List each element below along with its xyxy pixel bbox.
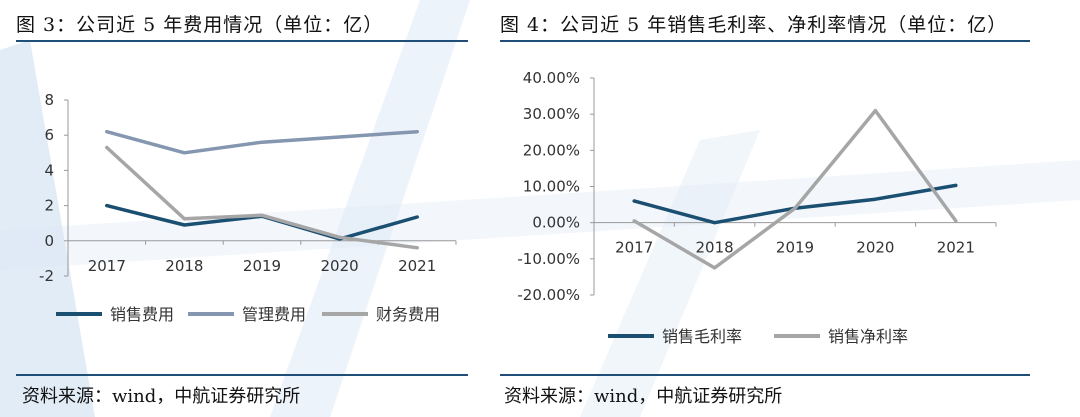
- data-point-2-2017: [105, 130, 109, 134]
- x-tick-label: 2017: [88, 257, 126, 275]
- x-tick-label: 2020: [321, 257, 359, 275]
- y-tick-label: 2: [44, 197, 54, 215]
- data-point-2-2021: [415, 130, 419, 134]
- data-point-3-2019: [260, 213, 264, 217]
- data-point-1-2021: [954, 183, 958, 187]
- y-tick-label: 30.00%: [523, 105, 580, 123]
- series-line-1: [632, 183, 958, 225]
- data-point-2-2021: [954, 219, 958, 223]
- x-tick-label: 2020: [856, 239, 894, 257]
- fig3-title: 图 3：公司近 5 年费用情况（单位：亿）: [16, 14, 384, 36]
- y-tick-label: 8: [44, 91, 54, 109]
- data-point-1-2017: [632, 199, 636, 203]
- y-tick-label: 10.00%: [523, 178, 580, 196]
- data-point-2-2019: [793, 206, 797, 210]
- data-point-3-2020: [338, 235, 342, 239]
- legend-label-2: 管理费用: [242, 305, 306, 324]
- data-point-2-2017: [632, 219, 636, 223]
- x-tick-label: 2019: [243, 257, 281, 275]
- data-point-3-2018: [182, 217, 186, 221]
- fig4-title: 图 4：公司近 5 年销售毛利率、净利率情况（单位：亿）: [500, 14, 1008, 36]
- y-tick-label: 40.00%: [523, 69, 580, 87]
- data-point-1-2018: [713, 221, 717, 225]
- data-point-2-2020: [338, 135, 342, 139]
- data-point-3-2017: [105, 146, 109, 150]
- data-point-3-2021: [415, 246, 419, 250]
- x-tick-label: 2017: [615, 239, 653, 257]
- y-tick-label: -10.00%: [517, 250, 580, 268]
- y-tick-label: -2: [39, 267, 54, 285]
- legend-label-1: 销售毛利率: [662, 327, 742, 346]
- legend-label-1: 销售费用: [110, 305, 174, 324]
- fig3-source-note: 资料来源：wind，中航证券研究所: [22, 386, 301, 407]
- x-tick-label: 2021: [398, 257, 436, 275]
- y-tick-label: 4: [44, 161, 54, 179]
- data-point-1-2020: [873, 197, 877, 201]
- fig3-title-rule: [16, 40, 468, 42]
- fig4-source-rule: [500, 374, 1030, 376]
- y-tick-label: 0: [44, 232, 54, 250]
- series-line-3: [105, 145, 419, 250]
- data-point-2-2018: [713, 266, 717, 270]
- y-tick-label: 6: [44, 126, 54, 144]
- y-tick-label: 20.00%: [523, 141, 580, 159]
- legend-label-3: 财务费用: [376, 305, 440, 324]
- y-tick-label: 0.00%: [532, 214, 580, 232]
- x-tick-label: 2018: [696, 239, 734, 257]
- fig4-title-rule: [500, 40, 1030, 42]
- data-point-2-2020: [873, 109, 877, 113]
- x-tick-label: 2021: [937, 239, 975, 257]
- data-point-1-2018: [182, 223, 186, 227]
- legend-label-2: 销售净利率: [828, 327, 908, 346]
- y-tick-label: -20.00%: [517, 286, 580, 304]
- x-tick-label: 2019: [776, 239, 814, 257]
- x-tick-label: 2018: [165, 257, 203, 275]
- fig4-source-note: 资料来源：wind，中航证券研究所: [504, 386, 783, 407]
- data-point-2-2019: [260, 140, 264, 144]
- data-point-1-2017: [105, 204, 109, 208]
- expense-chart: -2 0 2 4 6 8 2017 2018 2019 2020 2021 销售费用 管理费用 财务费用: [39, 91, 457, 324]
- series-line-1: [105, 203, 419, 241]
- data-point-2-2018: [182, 151, 186, 155]
- fig3-source-rule: [16, 374, 468, 376]
- margin-chart: -20.00% -10.00% 0.00% 10.00% 20.00% 30.00% 40.…: [517, 69, 997, 346]
- data-point-1-2021: [415, 215, 419, 219]
